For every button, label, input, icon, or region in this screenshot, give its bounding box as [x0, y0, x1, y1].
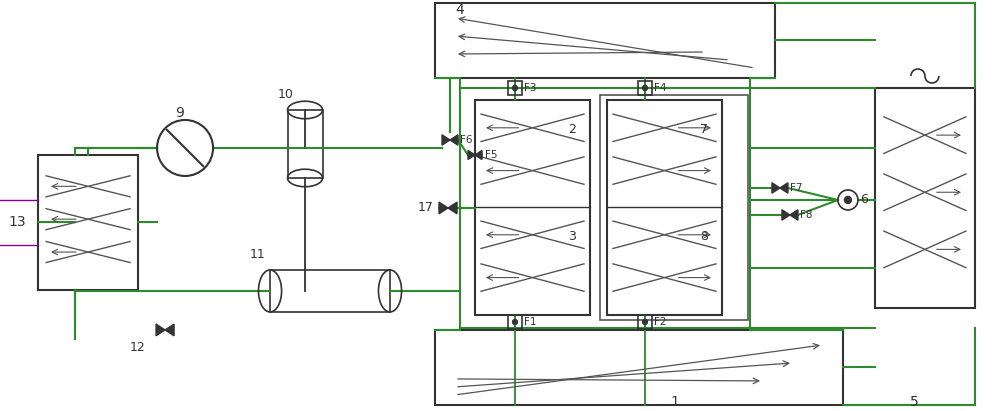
Bar [270, 270, 390, 312]
Text: F1: F1 [524, 317, 536, 327]
Text: 3: 3 [568, 231, 576, 243]
Bar [435, 3, 775, 78]
Text: 4: 4 [455, 3, 464, 17]
Polygon shape [450, 135, 458, 145]
Bar [607, 100, 722, 315]
Text: 1: 1 [670, 395, 679, 409]
Text: F8: F8 [800, 210, 812, 220]
Text: 7: 7 [700, 123, 708, 136]
Text: 11: 11 [250, 249, 266, 261]
Bar [288, 110, 323, 178]
Text: F2: F2 [654, 317, 666, 327]
Bar [460, 88, 750, 328]
Circle shape [513, 85, 517, 90]
Bar [638, 81, 652, 95]
Polygon shape [790, 210, 798, 220]
Text: F3: F3 [524, 83, 536, 93]
Bar [600, 95, 748, 320]
Bar [475, 100, 590, 315]
Circle shape [643, 319, 647, 324]
Polygon shape [475, 150, 482, 159]
Bar [435, 330, 843, 405]
Polygon shape [439, 202, 448, 214]
Text: 2: 2 [568, 123, 576, 136]
Text: F6: F6 [460, 135, 473, 145]
Text: F4: F4 [654, 83, 666, 93]
Text: 13: 13 [8, 215, 26, 229]
Text: 9: 9 [175, 106, 184, 120]
Polygon shape [772, 183, 780, 193]
Text: 5: 5 [910, 395, 919, 409]
Polygon shape [782, 210, 790, 220]
Bar [638, 315, 652, 329]
Circle shape [844, 196, 851, 203]
Bar [508, 81, 522, 95]
Polygon shape [156, 324, 165, 336]
Bar [38, 155, 138, 290]
Polygon shape [780, 183, 788, 193]
Polygon shape [448, 202, 457, 214]
Text: 8: 8 [700, 231, 708, 243]
Text: 6: 6 [860, 194, 868, 206]
Circle shape [513, 319, 517, 324]
Text: F7: F7 [790, 183, 802, 193]
Text: 17: 17 [418, 201, 434, 215]
Text: F5: F5 [485, 150, 498, 160]
Polygon shape [468, 150, 475, 159]
Circle shape [643, 85, 647, 90]
Bar [875, 88, 975, 308]
Bar [508, 315, 522, 329]
Text: 12: 12 [130, 342, 146, 354]
Polygon shape [442, 135, 450, 145]
Text: 10: 10 [278, 88, 294, 102]
Polygon shape [165, 324, 174, 336]
